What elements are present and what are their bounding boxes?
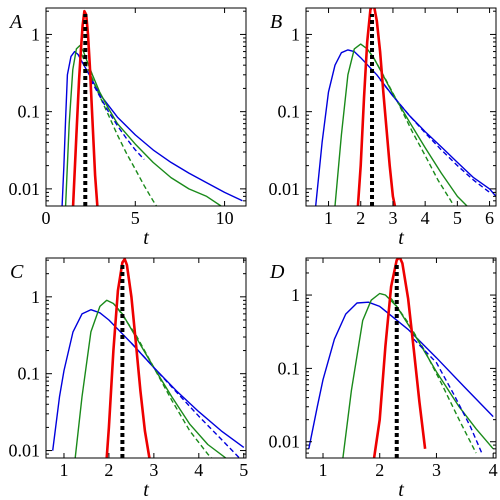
axes-frame [45, 257, 247, 459]
x-axis-label: t [398, 227, 404, 249]
y-tick-label: 0.1 [278, 358, 301, 378]
x-tick-label: 0 [42, 208, 51, 228]
x-tick-label: 1 [59, 460, 68, 480]
y-tick-label: 0.1 [18, 364, 41, 384]
y-tick-label: 1 [291, 24, 300, 44]
series-line-3 [81, 54, 158, 206]
x-tick-label: 2 [375, 460, 384, 480]
x-tick-label: 1 [324, 208, 333, 228]
x-tick-label: 5 [239, 460, 248, 480]
plot-area [61, 9, 243, 206]
panel-label: D [269, 261, 285, 283]
y-tick-label: 0.1 [278, 102, 301, 122]
series-line-4 [413, 338, 483, 454]
series-line-2 [74, 299, 227, 458]
x-axis-label: t [143, 479, 149, 500]
x-tick-label: 4 [421, 208, 430, 228]
axes-frame [305, 7, 497, 207]
series-line-2 [334, 43, 468, 206]
x-tick-label: 3 [149, 460, 158, 480]
x-axis-label: t [143, 227, 149, 249]
series-line-4 [379, 79, 491, 193]
panel-label: A [8, 11, 23, 33]
y-tick-label: 0.01 [269, 179, 301, 199]
series-line-5 [372, 258, 427, 458]
y-tick-label: 1 [31, 24, 40, 44]
series-line-1 [52, 309, 245, 451]
y-tick-label: 0.1 [18, 102, 41, 122]
plot-area [308, 258, 494, 458]
series-line-3 [117, 308, 213, 458]
series-line-4 [130, 342, 241, 458]
x-tick-label: 2 [356, 208, 365, 228]
x-tick-label: 6 [485, 208, 494, 228]
panel-label: B [270, 11, 282, 33]
panel-label: C [10, 261, 24, 283]
y-tick-label: 0.01 [9, 179, 41, 199]
plot-area [52, 258, 245, 458]
series-line-1 [315, 49, 496, 206]
x-tick-label: 3 [432, 460, 441, 480]
plot-area [315, 8, 496, 206]
x-tick-label: 4 [194, 460, 203, 480]
axes-frame [45, 7, 247, 207]
series-line-3 [390, 297, 477, 454]
axes-frame [305, 257, 497, 459]
x-tick-label: 10 [216, 208, 234, 228]
y-tick-label: 1 [31, 287, 40, 307]
y-tick-label: 0.01 [269, 432, 301, 452]
y-tick-label: 1 [291, 285, 300, 305]
series-line-5 [356, 8, 397, 206]
x-tick-label: 3 [388, 208, 397, 228]
series-line-4 [89, 79, 145, 160]
x-tick-label: 5 [131, 208, 140, 228]
x-tick-label: 2 [104, 460, 113, 480]
series-line-2 [342, 292, 494, 458]
series-line-5 [71, 9, 99, 206]
series-line-5 [105, 258, 151, 458]
series-line-1 [308, 301, 494, 449]
x-tick-label: 5 [453, 208, 462, 228]
x-tick-label: 1 [319, 460, 328, 480]
x-tick-label: 4 [489, 460, 498, 480]
series-line-2 [64, 44, 222, 206]
series-line-3 [372, 57, 455, 206]
y-tick-label: 0.01 [9, 441, 41, 461]
x-axis-label: t [398, 479, 404, 500]
panel-a: 0 5 10 0.01 0.1 1At [8, 7, 247, 249]
